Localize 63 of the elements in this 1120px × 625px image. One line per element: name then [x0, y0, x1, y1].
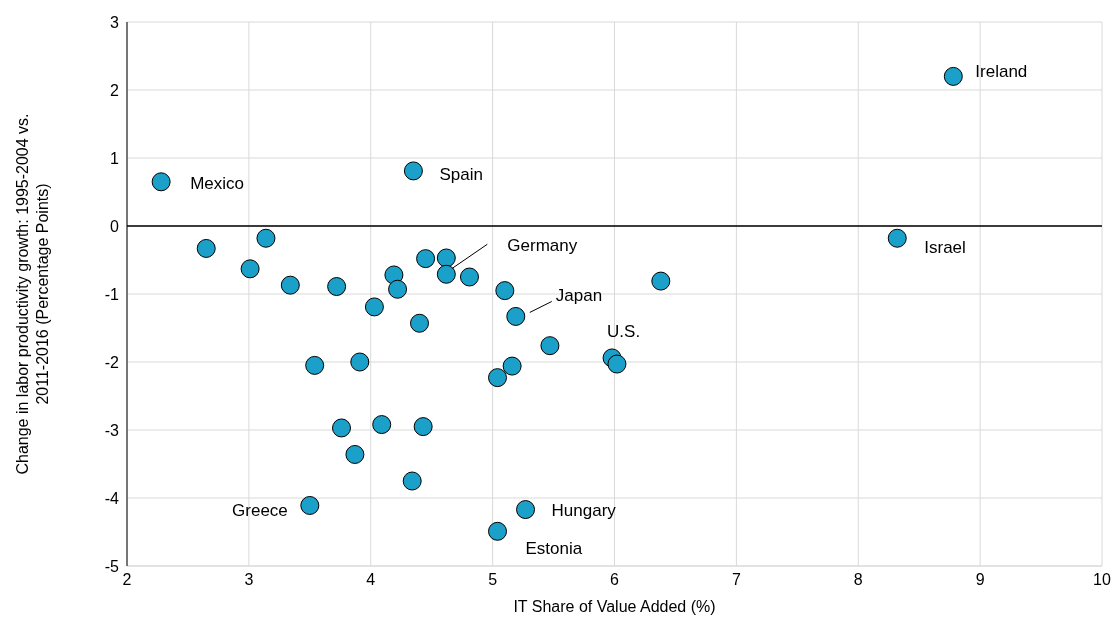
x-tick-label: 7 — [731, 571, 741, 589]
y-tick-label: -5 — [104, 557, 120, 575]
annotation: Hungary — [551, 501, 617, 521]
point — [256, 228, 276, 248]
point — [416, 249, 436, 269]
point — [436, 264, 456, 284]
x-tick-label: 5 — [488, 571, 498, 589]
point — [506, 306, 526, 326]
annotation: Germany — [507, 235, 578, 255]
annotation: Mexico — [190, 174, 244, 194]
point — [607, 354, 627, 374]
x-tick-label: 6 — [610, 571, 620, 589]
x-tick-label: 2 — [122, 571, 132, 589]
point — [495, 281, 515, 301]
y-axis-title: Change in labor productivity growth: 1995-2004 vs. 2011-2016 (Percentage Points) — [14, 113, 51, 475]
point — [196, 238, 216, 258]
x-axis-title: IT Share of Value Added (%) — [513, 598, 716, 615]
y-tick-label: 3 — [110, 13, 120, 31]
point — [364, 297, 384, 317]
point — [350, 352, 370, 372]
point — [516, 500, 536, 520]
y-tick-label: 0 — [110, 217, 120, 235]
y-tick-label: 1 — [110, 149, 120, 167]
y-tick-label: -2 — [104, 353, 120, 371]
point — [151, 172, 171, 192]
point — [436, 248, 456, 268]
y-tick-label: -4 — [104, 489, 120, 507]
point — [300, 495, 320, 515]
annotation: Ireland — [975, 61, 1028, 81]
annotation: Japan — [555, 285, 603, 305]
point — [413, 417, 433, 437]
point — [327, 277, 347, 297]
y-tick-label: -3 — [104, 421, 120, 439]
x-tick-label: 8 — [853, 571, 863, 589]
point — [540, 336, 560, 356]
x-tick-label: 9 — [975, 571, 985, 589]
point — [345, 444, 365, 464]
point — [651, 271, 671, 291]
point — [332, 418, 351, 438]
y-tick-label: -1 — [104, 285, 120, 303]
point — [488, 521, 507, 541]
point — [410, 313, 429, 333]
point — [240, 259, 260, 279]
point — [280, 275, 300, 295]
annotation: Spain — [439, 165, 483, 185]
x-tick-label: 10 — [1093, 571, 1111, 589]
point — [305, 355, 325, 375]
x-tick-label: 4 — [366, 571, 376, 589]
annotation: Estonia — [525, 538, 583, 558]
annotation: U.S. — [607, 322, 641, 342]
x-tick-label: 3 — [244, 571, 254, 589]
y-tick-label: 2 — [110, 81, 120, 99]
point — [403, 161, 423, 181]
annotation: Israel — [924, 237, 966, 257]
point — [372, 415, 392, 435]
point — [502, 356, 522, 376]
point — [388, 279, 408, 299]
point — [402, 471, 422, 491]
annotation: Greece — [232, 500, 288, 520]
point — [459, 267, 479, 287]
point — [887, 228, 907, 248]
point — [943, 66, 963, 86]
point — [488, 368, 507, 388]
